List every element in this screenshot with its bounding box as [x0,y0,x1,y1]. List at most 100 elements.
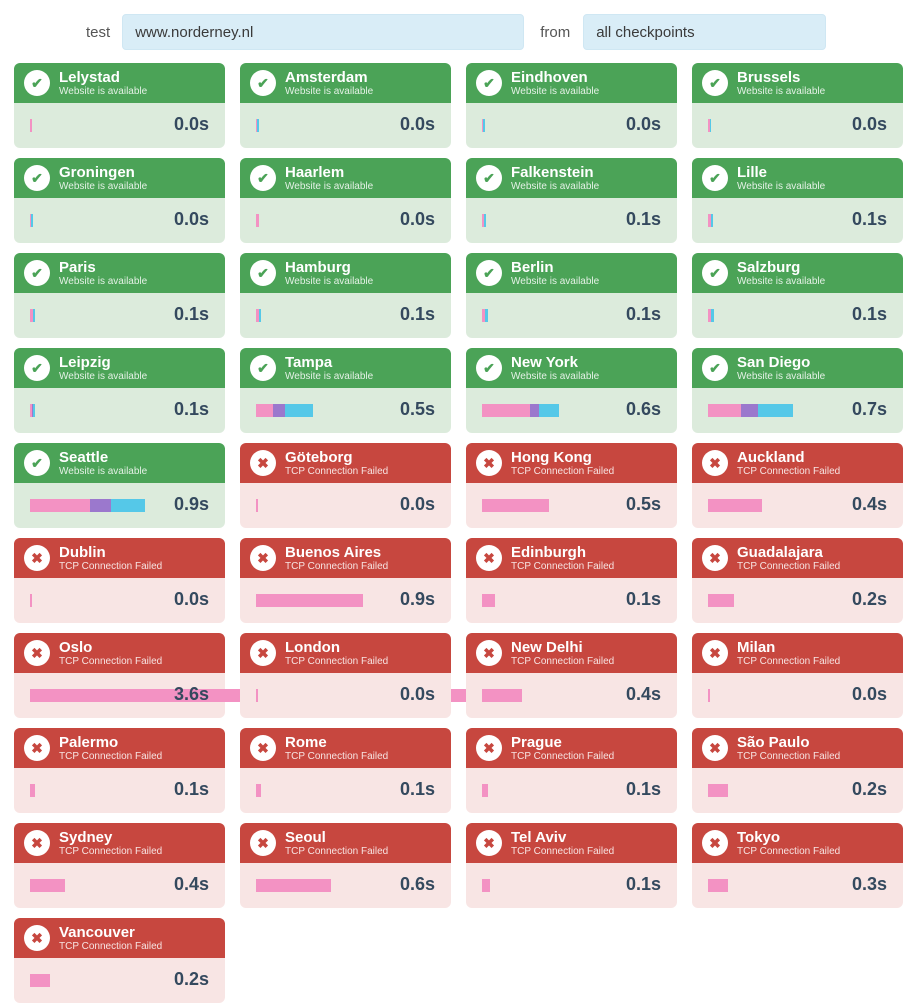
city-name: Guadalajara [737,544,823,562]
status-text: Website is available [285,276,374,288]
pink-bar-segment [30,499,90,512]
checkpoint-card: ✖ New Delhi TCP Connection Failed 0.4s [466,633,677,718]
checkpoint-card: ✖ Hong Kong TCP Connection Failed 0.5s [466,443,677,528]
card-header: ✖ Vancouver TCP Connection Failed [14,918,225,958]
status-text: TCP Connection Failed [737,561,841,573]
x-icon: ✖ [24,735,50,761]
city-name: Milan [737,639,776,657]
status-text: TCP Connection Failed [511,656,615,668]
check-icon: ✔ [24,355,50,381]
card-header: ✖ Sydney TCP Connection Failed [14,823,225,863]
response-time: 0.5s [399,399,435,419]
x-icon: ✖ [250,830,276,856]
checkpoint-card: ✔ Salzburg Website is available 0.1s [692,253,903,338]
city-name: London [285,639,340,657]
response-time: 0.1s [625,779,661,799]
checkpoint-card: ✖ London TCP Connection Failed 0.0s [240,633,451,718]
card-body [466,768,677,813]
response-time-bar [30,309,35,322]
city-name: San Diego [737,354,811,372]
response-time-bar [30,404,35,417]
pink-bar-segment [256,784,261,797]
response-time-bar [482,214,486,227]
card-header: ✖ Guadalajara TCP Connection Failed [692,538,903,578]
response-time: 0.0s [399,209,435,229]
response-time-bar [30,879,65,892]
pink-bar-segment [482,214,484,227]
city-name: Groningen [59,164,135,182]
x-icon: ✖ [702,735,728,761]
card-header: ✔ Hamburg Website is available [240,253,451,293]
status-text: Website is available [511,86,600,98]
test-form: test from [0,0,909,63]
pink-bar-segment [256,594,363,607]
checkpoints-input[interactable] [583,14,827,50]
pink-bar-segment [708,879,728,892]
card-body [240,293,451,338]
checkpoint-card: ✔ Hamburg Website is available 0.1s [240,253,451,338]
status-text: Website is available [59,181,148,193]
response-time-bar [30,974,50,987]
purple-bar-segment [273,404,285,417]
pink-bar-segment [256,309,259,322]
status-text: TCP Connection Failed [59,751,163,763]
response-time-bar [482,784,488,797]
status-text: TCP Connection Failed [511,561,615,573]
response-time-bar [482,594,495,607]
response-time: 0.2s [851,779,887,799]
pink-bar-segment [256,499,258,512]
card-body [692,103,903,148]
blue-bar-segment [711,214,713,227]
card-header: ✖ Buenos Aires TCP Connection Failed [240,538,451,578]
response-time-bar [30,119,32,132]
pink-bar-segment [708,119,710,132]
card-body [240,103,451,148]
checkpoint-card: ✖ Guadalajara TCP Connection Failed 0.2s [692,538,903,623]
status-text: TCP Connection Failed [737,466,841,478]
response-time-bar [708,404,793,417]
pink-bar-segment [482,594,495,607]
card-header: ✔ Tampa Website is available [240,348,451,388]
pink-bar-segment [256,214,259,227]
response-time: 0.0s [399,114,435,134]
pink-bar-segment [708,594,734,607]
status-text: Website is available [59,276,148,288]
check-icon: ✔ [250,70,276,96]
pink-bar-segment [482,879,490,892]
x-icon: ✖ [250,640,276,666]
blue-bar-segment [33,309,35,322]
city-name: Brussels [737,69,801,87]
card-header: ✔ Salzburg Website is available [692,253,903,293]
status-text: TCP Connection Failed [59,656,163,668]
pink-bar-segment [256,689,258,702]
status-text: TCP Connection Failed [285,561,389,573]
checkpoint-card: ✔ Lelystad Website is available 0.0s [14,63,225,148]
purple-bar-segment [741,404,758,417]
city-name: Paris [59,259,96,277]
check-icon: ✔ [476,355,502,381]
city-name: Berlin [511,259,554,277]
card-header: ✔ New York Website is available [466,348,677,388]
card-body [14,578,225,623]
city-name: Oslo [59,639,93,657]
response-time: 0.9s [173,494,209,514]
blue-bar-segment [710,119,711,132]
response-time: 0.0s [399,494,435,514]
checkpoint-card: ✖ São Paulo TCP Connection Failed 0.2s [692,728,903,813]
url-input[interactable] [122,14,525,50]
card-header: ✖ Edinburgh TCP Connection Failed [466,538,677,578]
status-text: Website is available [511,276,600,288]
checkpoint-card: ✔ Tampa Website is available 0.5s [240,348,451,433]
response-time-bar [256,689,258,702]
checkpoint-card: ✖ Tel Aviv TCP Connection Failed 0.1s [466,823,677,908]
x-icon: ✖ [476,640,502,666]
response-time: 0.1s [173,779,209,799]
response-time: 0.1s [625,874,661,894]
x-icon: ✖ [702,450,728,476]
status-text: TCP Connection Failed [285,466,389,478]
checkpoint-card: ✔ Leipzig Website is available 0.1s [14,348,225,433]
response-time-bar [256,214,259,227]
checkpoint-card: ✔ Berlin Website is available 0.1s [466,253,677,338]
checkpoint-card: ✔ Amsterdam Website is available 0.0s [240,63,451,148]
pink-bar-segment [708,309,711,322]
